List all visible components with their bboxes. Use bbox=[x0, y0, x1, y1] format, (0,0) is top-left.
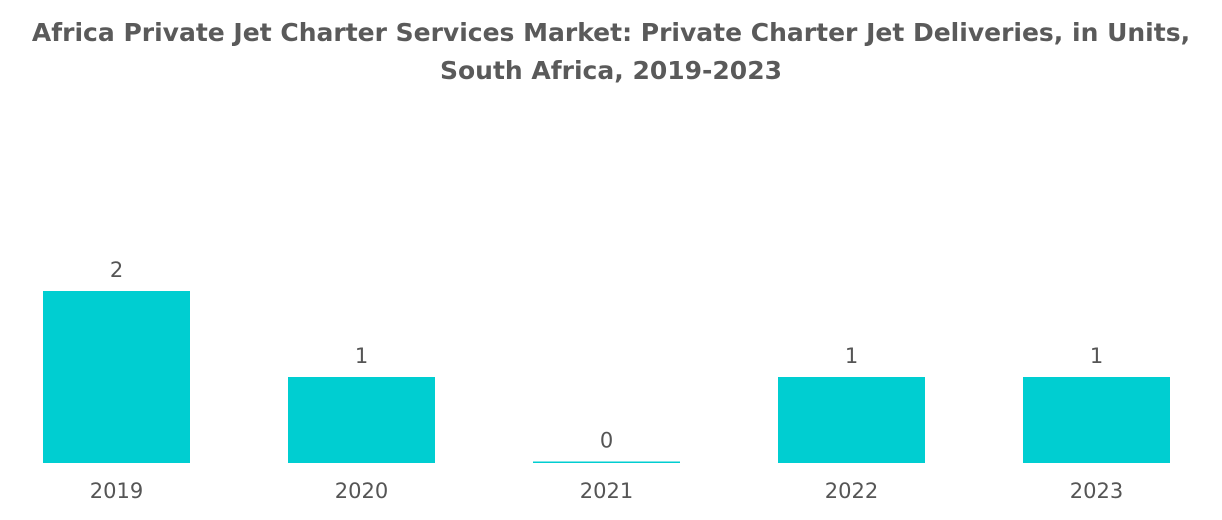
bar-2019 bbox=[43, 291, 190, 463]
data-label-2023: 1 bbox=[1090, 344, 1103, 368]
x-tick-label-2019: 2019 bbox=[90, 479, 143, 503]
data-label-2020: 1 bbox=[355, 344, 368, 368]
x-tick-label-2021: 2021 bbox=[580, 479, 633, 503]
x-tick-label-2023: 2023 bbox=[1070, 479, 1123, 503]
data-label-2019: 2 bbox=[110, 258, 123, 282]
data-label-2021: 0 bbox=[600, 429, 613, 453]
chart-title: Africa Private Jet Charter Services Mark… bbox=[31, 18, 1191, 85]
data-labels-layer: 2 1 0 1 1 bbox=[110, 258, 1103, 453]
bars-layer bbox=[43, 291, 1170, 463]
bar-2021 bbox=[533, 461, 680, 463]
bar-2023 bbox=[1023, 377, 1170, 463]
bar-2022 bbox=[778, 377, 925, 463]
bar-2020 bbox=[288, 377, 435, 463]
data-label-2022: 1 bbox=[845, 344, 858, 368]
x-axis-tick-labels: 2019 2020 2021 2022 2023 bbox=[90, 479, 1123, 503]
x-tick-label-2022: 2022 bbox=[825, 479, 878, 503]
x-tick-label-2020: 2020 bbox=[335, 479, 388, 503]
